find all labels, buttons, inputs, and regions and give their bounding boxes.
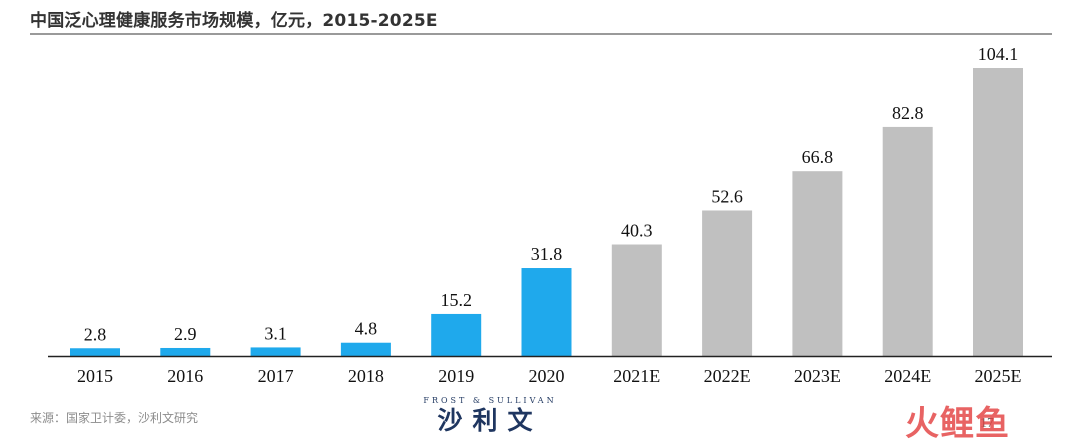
value-label-2022E: 52.6 — [711, 186, 743, 206]
x-tick-label-2015: 2015 — [77, 366, 113, 386]
bar-2020 — [521, 268, 572, 356]
x-tick-label-2021E: 2021E — [613, 366, 660, 386]
x-tick-label-2019: 2019 — [438, 366, 474, 386]
x-tick-label-2016: 2016 — [167, 366, 203, 386]
value-label-2015: 2.8 — [84, 324, 107, 344]
bar-2022E — [702, 210, 753, 356]
x-tick-label-2017: 2017 — [258, 366, 294, 386]
x-tick-label-2025E: 2025E — [975, 366, 1022, 386]
bar-2021E — [611, 244, 662, 356]
bar-2015 — [70, 348, 120, 356]
bar-2017 — [250, 347, 301, 356]
bar-2016 — [160, 347, 211, 356]
bar-2025E — [973, 68, 1023, 356]
logo-chinese-text: 沙利文 — [437, 406, 543, 435]
bar-2019 — [431, 313, 482, 356]
x-tick-label-2022E: 2022E — [704, 366, 751, 386]
logo-english-text: FROST & SULLIVAN — [423, 396, 557, 405]
bar-2018 — [340, 342, 391, 356]
value-label-2023E: 66.8 — [802, 147, 834, 167]
value-label-2018: 4.8 — [355, 319, 378, 339]
value-label-2020: 31.8 — [531, 244, 563, 264]
value-label-2019: 15.2 — [440, 290, 472, 310]
value-label-2017: 3.1 — [264, 323, 287, 343]
bar-2024E — [882, 126, 933, 357]
watermark-logo: 火鲤鱼 — [905, 404, 1010, 444]
bar-2023E — [792, 171, 843, 356]
x-tick-label-2023E: 2023E — [794, 366, 841, 386]
title-underline — [30, 33, 1052, 35]
value-label-2025E: 104.1 — [978, 44, 1019, 64]
x-tick-label-2018: 2018 — [348, 366, 384, 386]
page-number: 17 — [980, 416, 994, 431]
frost-sullivan-logo: FROST & SULLIVAN 沙利文 — [400, 396, 580, 440]
value-label-2024E: 82.8 — [892, 103, 924, 123]
value-label-2016: 2.9 — [174, 324, 197, 344]
value-label-2021E: 40.3 — [621, 221, 653, 241]
x-tick-label-2020: 2020 — [529, 366, 565, 386]
source-note: 来源：国家卫计委，沙利文研究 — [30, 411, 199, 425]
chart-title: 中国泛心理健康服务市场规模，亿元，2015-2025E — [30, 11, 438, 31]
x-tick-label-2024E: 2024E — [884, 366, 931, 386]
